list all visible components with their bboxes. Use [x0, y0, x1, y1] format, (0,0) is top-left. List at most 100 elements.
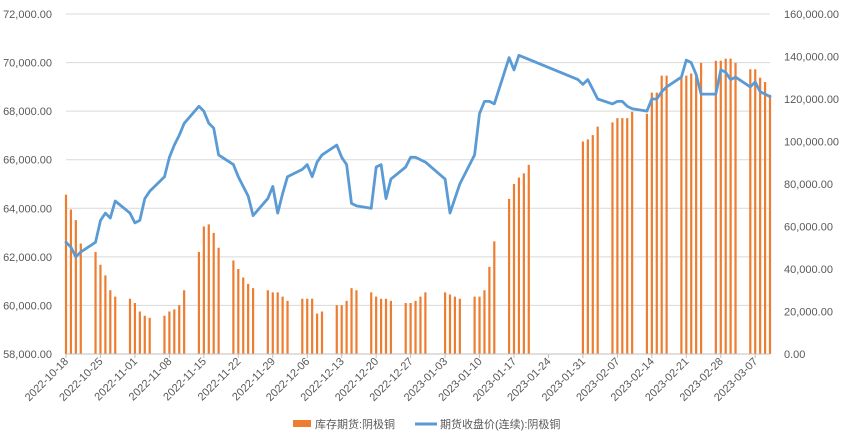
inventory-bar [355, 290, 358, 354]
right-axis-tick-label: 0.00 [784, 349, 805, 361]
inventory-bar [714, 60, 717, 354]
inventory-bar [591, 135, 594, 354]
right-axis-tick-label: 20,000.00 [784, 307, 833, 319]
inventory-bar [611, 122, 614, 354]
left-y-axis: 58,000.00 60,000.00 62,000.00 64,000.00 66,0… [3, 9, 52, 361]
inventory-bar [616, 118, 619, 354]
inventory-bar [685, 75, 688, 354]
inventory-bar [375, 296, 378, 354]
inventory-bar [306, 298, 309, 354]
inventory-bar [424, 292, 427, 354]
inventory-bar [586, 139, 589, 354]
inventory-bar [404, 303, 407, 354]
inventory-bar [763, 82, 767, 354]
inventory-bar [311, 298, 314, 354]
inventory-bar [301, 298, 304, 354]
inventory-bar [414, 300, 417, 354]
inventory-bar [665, 75, 668, 354]
inventory-bar [104, 275, 107, 354]
inventory-bar [409, 303, 412, 354]
inventory-bar [128, 298, 132, 354]
inventory-bar [419, 296, 422, 354]
inventory-bar [212, 232, 215, 354]
inventory-bar [163, 315, 166, 354]
inventory-bar [512, 184, 516, 354]
inventory-bar [74, 220, 77, 354]
inventory-bar [217, 247, 220, 354]
inventory-bar [384, 298, 388, 354]
inventory-bar [178, 305, 181, 354]
left-axis-tick-label: 68,000.00 [3, 106, 52, 118]
gridlines [66, 13, 770, 355]
inventory-bar [335, 305, 338, 354]
legend-label-line: 期货收盘价(连续):阴极铜 [440, 417, 560, 431]
inventory-bar [517, 177, 521, 354]
inventory-bar [148, 317, 151, 354]
inventory-bar [448, 294, 452, 354]
left-axis-tick-label: 72,000.00 [3, 9, 52, 21]
inventory-bar [99, 264, 102, 354]
legend-label-bar: 库存期货:阴极铜 [315, 417, 395, 431]
inventory-bar [320, 311, 324, 354]
right-axis-tick-label: 40,000.00 [784, 264, 833, 276]
inventory-bar [276, 292, 279, 354]
inventory-bar [251, 288, 255, 354]
inventory-bar [247, 283, 250, 354]
inventory-bar [453, 296, 457, 354]
right-axis-tick-label: 60,000.00 [784, 222, 833, 234]
left-axis-tick-label: 64,000.00 [3, 203, 52, 215]
right-axis-tick-label: 80,000.00 [784, 179, 833, 191]
inventory-bar [143, 315, 146, 354]
inventory-bar [202, 226, 205, 354]
right-axis-tick-label: 120,000.00 [784, 94, 839, 106]
inventory-bar [133, 303, 137, 354]
inventory-bar [680, 77, 683, 354]
inventory-bar [478, 296, 481, 354]
inventory-bar [734, 62, 737, 354]
inventory-bar [596, 126, 599, 354]
inventory-bar [114, 296, 117, 354]
inventory-bar [749, 69, 752, 354]
inventory-bar [581, 141, 585, 354]
inventory-bar [458, 298, 461, 354]
inventory-bar [473, 296, 476, 354]
inventory-bar [719, 60, 722, 354]
inventory-bar [109, 290, 112, 354]
right-axis-tick-label: 160,000.00 [784, 9, 839, 21]
inventory-bar [197, 252, 201, 354]
close-price-line [64, 53, 772, 259]
inventory-bar [650, 92, 653, 354]
inventory-bar [690, 73, 693, 354]
inventory-bar [232, 260, 235, 354]
left-axis-tick-label: 70,000.00 [3, 58, 52, 70]
inventory-bar [64, 194, 68, 354]
inventory-bar [379, 298, 383, 354]
left-axis-tick-label: 66,000.00 [3, 155, 52, 167]
inventory-bar [340, 305, 343, 354]
inventory-bar [507, 198, 511, 354]
inventory-bar [79, 243, 82, 354]
inventory-bar [242, 277, 245, 354]
inventory-bar [350, 288, 353, 354]
inventory-bar [370, 292, 373, 354]
inventory-bar [237, 269, 240, 354]
inventory-bar [621, 118, 624, 354]
inventory-bar [207, 224, 210, 354]
inventory-bar [443, 292, 447, 354]
inventory-bar [183, 290, 186, 354]
right-y-axis: 0.00 20,000.00 40,000.00 60,000.00 80,000.00… [784, 9, 839, 361]
inventory-bar [699, 62, 703, 354]
inventory-bar [626, 118, 629, 354]
x-axis: 2022-10-182022-10-252022-11-012022-11-08… [23, 353, 770, 404]
inventory-bar [168, 311, 171, 354]
inventory-bar [522, 173, 525, 354]
legend-swatch-bar [293, 420, 311, 427]
inventory-bar [724, 58, 727, 354]
inventory-bar [488, 266, 491, 354]
inventory-bar [660, 75, 663, 354]
right-axis-tick-label: 100,000.00 [784, 137, 839, 149]
inventory-bar [695, 73, 698, 354]
inventory-bar [69, 209, 73, 354]
inventory-bar [266, 290, 269, 354]
